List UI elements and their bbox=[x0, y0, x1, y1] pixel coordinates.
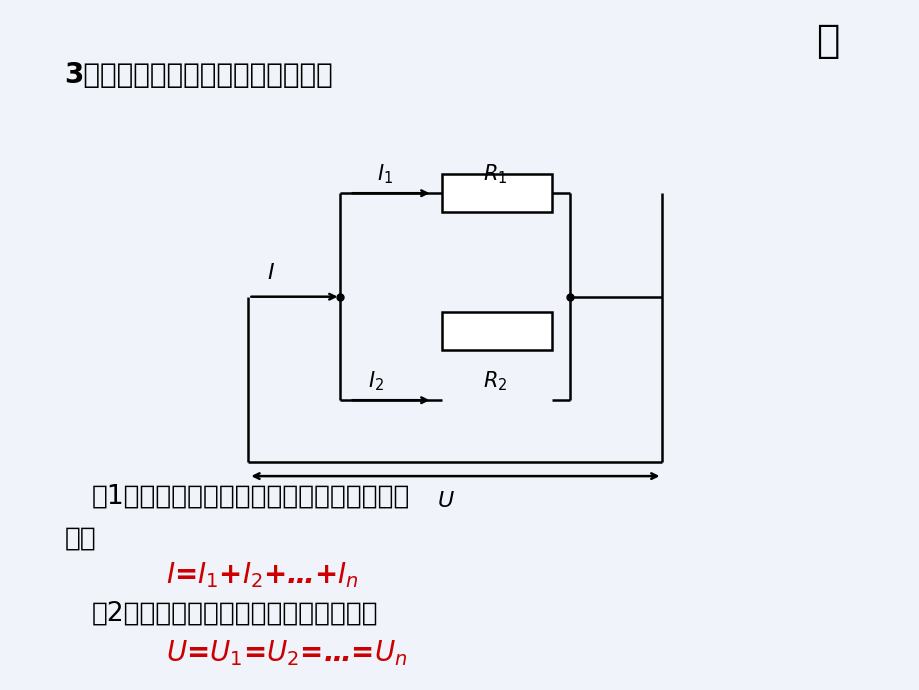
Text: 🔭: 🔭 bbox=[815, 22, 839, 61]
Bar bbox=[441, 313, 551, 351]
Text: $I$: $I$ bbox=[267, 264, 275, 284]
Text: （1）并联电路中干路电流等于各支路电流之: （1）并联电路中干路电流等于各支路电流之 bbox=[92, 484, 410, 510]
Text: $I_2$: $I_2$ bbox=[368, 370, 383, 393]
Text: $I_1$: $I_1$ bbox=[377, 163, 392, 186]
Text: （2）并联电路中各支路两端电压相等。: （2）并联电路中各支路两端电压相等。 bbox=[92, 601, 379, 627]
Text: $R_2$: $R_2$ bbox=[482, 370, 506, 393]
Text: $R_1$: $R_1$ bbox=[482, 163, 506, 186]
Text: $\it{I}$=$\it{I}_1$+$\it{I}_2$+…+$\it{I}_n$: $\it{I}$=$\it{I}_1$+$\it{I}_2$+…+$\it{I}… bbox=[165, 560, 358, 590]
Bar bbox=[441, 175, 551, 213]
Text: $\it{U}$=$\it{U}_1$=$\it{U}_2$=…=$\it{U}_n$: $\it{U}$=$\it{U}_1$=$\it{U}_2$=…=$\it{U}… bbox=[165, 638, 406, 668]
Text: 3．并联电路中的电流、电压规律：: 3．并联电路中的电流、电压规律： bbox=[64, 61, 333, 89]
Text: 和；: 和； bbox=[64, 525, 96, 551]
Text: $U$: $U$ bbox=[437, 491, 454, 511]
